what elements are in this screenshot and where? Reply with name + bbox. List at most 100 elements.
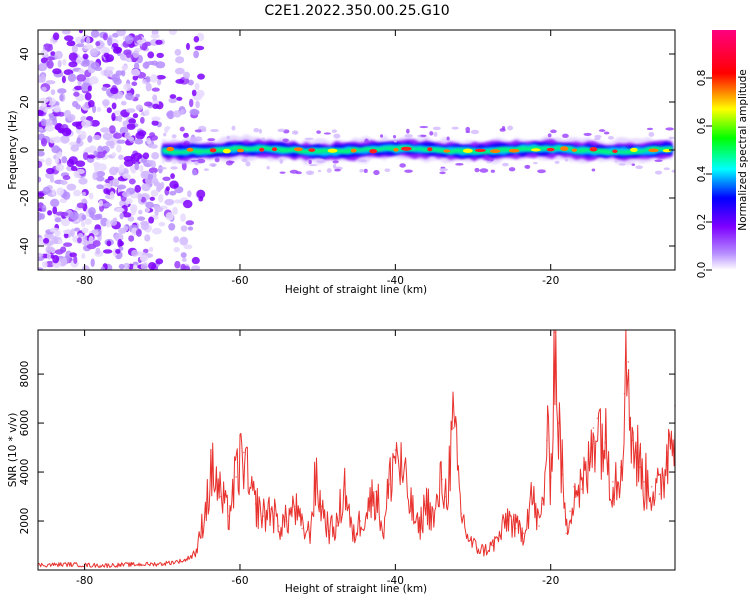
band-edge-speckle	[332, 160, 339, 164]
noise-speckle	[127, 216, 135, 222]
snr-point	[514, 527, 517, 530]
noise-speckle	[115, 70, 123, 76]
noise-speckle	[84, 92, 92, 101]
snr-point	[476, 547, 478, 549]
band-edge-speckle	[241, 158, 248, 163]
noise-speckle	[71, 44, 78, 54]
spectrogram-y-tick-label: -40	[19, 237, 31, 254]
band-edge-speckle	[163, 132, 167, 137]
noise-speckle	[125, 51, 132, 59]
noise-speckle	[164, 198, 175, 206]
snr-series-line	[38, 330, 675, 569]
band-edge-speckle	[603, 131, 610, 135]
noise-speckle	[55, 249, 64, 255]
noise-speckle	[81, 265, 90, 270]
snr-point	[351, 537, 354, 539]
band-edge-speckle	[406, 128, 410, 134]
noise-speckle	[122, 173, 130, 179]
noise-speckle	[56, 187, 64, 196]
band-edge-speckle	[404, 169, 413, 173]
noise-speckle	[145, 76, 151, 83]
noise-speckle	[53, 105, 61, 113]
noise-speckle	[40, 137, 48, 147]
spectrogram-x-tick-label: -20	[542, 275, 559, 287]
noise-speckle	[118, 246, 124, 251]
noise-speckle	[90, 30, 100, 38]
snr-point	[388, 483, 390, 486]
snr-point	[243, 451, 245, 454]
noise-speckle	[111, 43, 119, 49]
noise-speckle	[45, 80, 56, 85]
noise-speckle	[63, 109, 71, 118]
spectrogram-y-tick-label: -20	[19, 189, 31, 206]
signal-hotspot	[237, 148, 244, 153]
noise-speckle	[172, 206, 178, 215]
noise-speckle	[45, 167, 55, 175]
noise-speckle	[172, 110, 182, 118]
noise-speckle	[174, 260, 181, 269]
snr-panel: -80 -60 -40 -20 2000 4000 6000 8000 Height of s…	[7, 329, 676, 595]
band-edge-speckle	[200, 128, 207, 133]
noise-speckle	[76, 137, 81, 144]
noise-speckle	[40, 118, 47, 127]
noise-speckle	[84, 218, 92, 225]
noise-speckle	[123, 159, 134, 167]
noise-speckle	[174, 199, 182, 204]
spectrogram-y-label: Frequency (Hz)	[7, 110, 19, 189]
band-edge-speckle	[214, 157, 220, 163]
noise-speckle	[53, 235, 58, 242]
snr-point	[549, 476, 552, 478]
snr-point	[410, 505, 412, 508]
noise-speckle	[145, 82, 152, 92]
noise-speckle	[45, 56, 55, 61]
noise-speckle	[170, 173, 175, 179]
noise-speckle	[125, 92, 134, 101]
snr-point	[631, 439, 634, 442]
noise-speckle	[115, 91, 124, 99]
noise-speckle	[175, 56, 185, 64]
signal-hotspot	[560, 146, 569, 151]
noise-speckle	[76, 43, 85, 48]
noise-speckle	[133, 62, 140, 71]
snr-point	[375, 490, 377, 493]
band-edge-speckle	[635, 165, 643, 170]
band-edge-speckle	[261, 137, 265, 141]
signal-hotspot	[662, 148, 672, 153]
band-edge-speckle	[291, 130, 299, 135]
signal-hotspot	[630, 147, 638, 153]
noise-speckle	[46, 60, 54, 69]
noise-speckle	[59, 128, 66, 133]
noise-speckle	[173, 236, 180, 243]
snr-point	[227, 515, 230, 517]
noise-speckle	[151, 227, 162, 235]
noise-speckle	[149, 196, 156, 201]
noise-speckle	[196, 189, 206, 199]
snr-point	[604, 441, 606, 444]
noise-speckle	[131, 249, 139, 257]
noise-speckle	[130, 153, 136, 162]
band-edge-speckle	[439, 168, 448, 172]
spectrogram-x-tick-label: -40	[387, 275, 404, 287]
noise-speckle	[188, 98, 194, 108]
noise-speckle	[78, 177, 88, 185]
snr-y-tick-label: 4000	[19, 459, 31, 486]
noise-speckle	[116, 30, 126, 37]
band-edge-speckle	[308, 159, 312, 165]
noise-speckle	[38, 267, 44, 270]
band-edge-speckle	[499, 128, 506, 132]
noise-speckle	[40, 74, 46, 83]
noise-speckle	[164, 127, 169, 134]
noise-speckle	[116, 144, 122, 153]
noise-speckle	[60, 218, 71, 227]
noise-speckle	[113, 182, 119, 188]
snr-y-label: SNR (10 * v/v)	[7, 413, 19, 488]
band-edge-speckle	[266, 165, 270, 170]
noise-speckle	[66, 183, 77, 191]
band-edge-speckle	[618, 163, 626, 166]
noise-speckle	[179, 236, 189, 246]
snr-point	[130, 563, 133, 566]
noise-speckle	[157, 183, 163, 191]
band-edge-speckle	[364, 138, 369, 144]
noise-speckle	[119, 212, 124, 220]
noise-speckle	[43, 237, 50, 244]
